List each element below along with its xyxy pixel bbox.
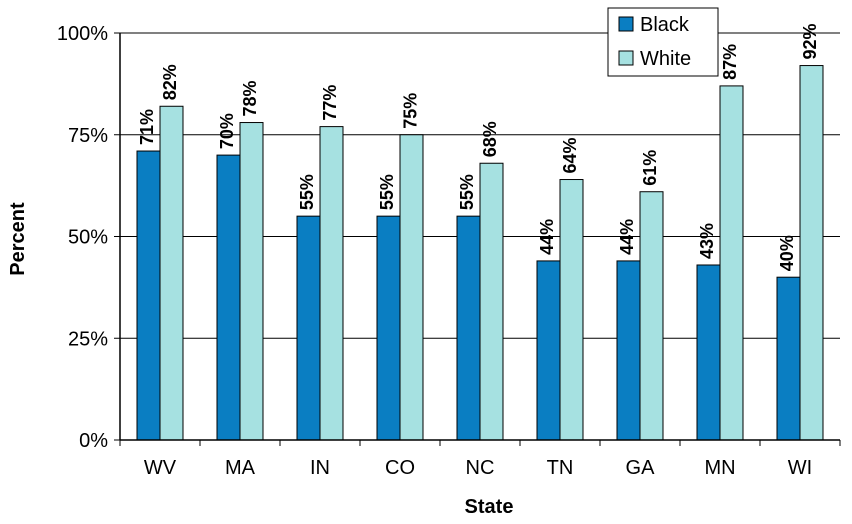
legend-swatch-black bbox=[618, 16, 634, 32]
data-label-black-mn: 43% bbox=[697, 223, 717, 259]
bar-black-in bbox=[296, 215, 321, 441]
x-tick-label-in: IN bbox=[310, 457, 330, 479]
bar-black-nc bbox=[456, 215, 481, 441]
data-label-white-ga: 61% bbox=[640, 150, 660, 186]
bar-white-wv bbox=[159, 105, 184, 441]
bar-black-mn bbox=[696, 264, 721, 441]
bars bbox=[136, 65, 824, 441]
legend-label-black: Black bbox=[640, 14, 690, 36]
legend-swatch-white bbox=[618, 50, 634, 66]
y-tick-label-100: 100% bbox=[57, 23, 108, 45]
data-label-black-ga: 44% bbox=[617, 219, 637, 255]
bar-white-ma bbox=[239, 122, 264, 441]
data-label-white-ma: 78% bbox=[240, 81, 260, 117]
y-tick-label-50: 50% bbox=[68, 227, 108, 249]
data-label-black-wv: 71% bbox=[137, 109, 157, 145]
data-label-black-wi: 40% bbox=[777, 235, 797, 271]
data-label-white-co: 75% bbox=[400, 93, 420, 129]
x-tick-label-wi: WI bbox=[788, 457, 812, 479]
bar-black-tn bbox=[536, 260, 561, 441]
x-axis-title: State bbox=[465, 496, 514, 518]
y-tick-label-25: 25% bbox=[68, 328, 108, 350]
bar-black-wi bbox=[776, 276, 801, 441]
x-tick-label-wv: WV bbox=[144, 457, 177, 479]
data-labels: 71%82%70%78%55%77%55%75%55%68%44%64%44%6… bbox=[137, 24, 820, 272]
data-label-white-wv: 82% bbox=[160, 64, 180, 100]
x-tick-label-ga: GA bbox=[626, 457, 656, 479]
data-label-black-co: 55% bbox=[377, 174, 397, 210]
bar-black-wv bbox=[136, 150, 161, 441]
bar-white-co bbox=[399, 134, 424, 441]
axes: 0% 25% 50% 75% 100% WV MA IN CO NC TN GA MN WI bbox=[57, 23, 841, 479]
bar-white-nc bbox=[479, 162, 504, 441]
data-label-white-wi: 92% bbox=[800, 24, 820, 60]
bar-black-ga bbox=[616, 260, 641, 441]
bar-black-ma bbox=[216, 154, 241, 441]
bar-white-tn bbox=[559, 179, 584, 441]
data-label-black-ma: 70% bbox=[217, 113, 237, 149]
x-tick-label-nc: NC bbox=[466, 457, 495, 479]
data-label-black-nc: 55% bbox=[457, 174, 477, 210]
data-label-black-in: 55% bbox=[297, 174, 317, 210]
legend-label-white: White bbox=[640, 48, 691, 70]
x-tick-label-mn: MN bbox=[704, 457, 735, 479]
data-label-black-tn: 44% bbox=[537, 219, 557, 255]
data-label-white-tn: 64% bbox=[560, 137, 580, 173]
x-tick-label-ma: MA bbox=[225, 457, 256, 479]
data-label-white-nc: 68% bbox=[480, 121, 500, 157]
y-axis-title: Percent bbox=[7, 202, 29, 276]
bar-white-ga bbox=[639, 191, 664, 441]
x-tick-label-co: CO bbox=[385, 457, 415, 479]
data-label-white-in: 77% bbox=[320, 85, 340, 121]
y-tick-label-0: 0% bbox=[79, 430, 108, 452]
bar-white-in bbox=[319, 126, 344, 441]
legend: Black White bbox=[607, 7, 719, 77]
y-tick-label-75: 75% bbox=[68, 125, 108, 147]
x-tick-label-tn: TN bbox=[547, 457, 574, 479]
data-label-white-mn: 87% bbox=[720, 44, 740, 80]
bar-white-wi bbox=[799, 65, 824, 441]
bar-black-co bbox=[376, 215, 401, 441]
bar-white-mn bbox=[719, 85, 744, 441]
